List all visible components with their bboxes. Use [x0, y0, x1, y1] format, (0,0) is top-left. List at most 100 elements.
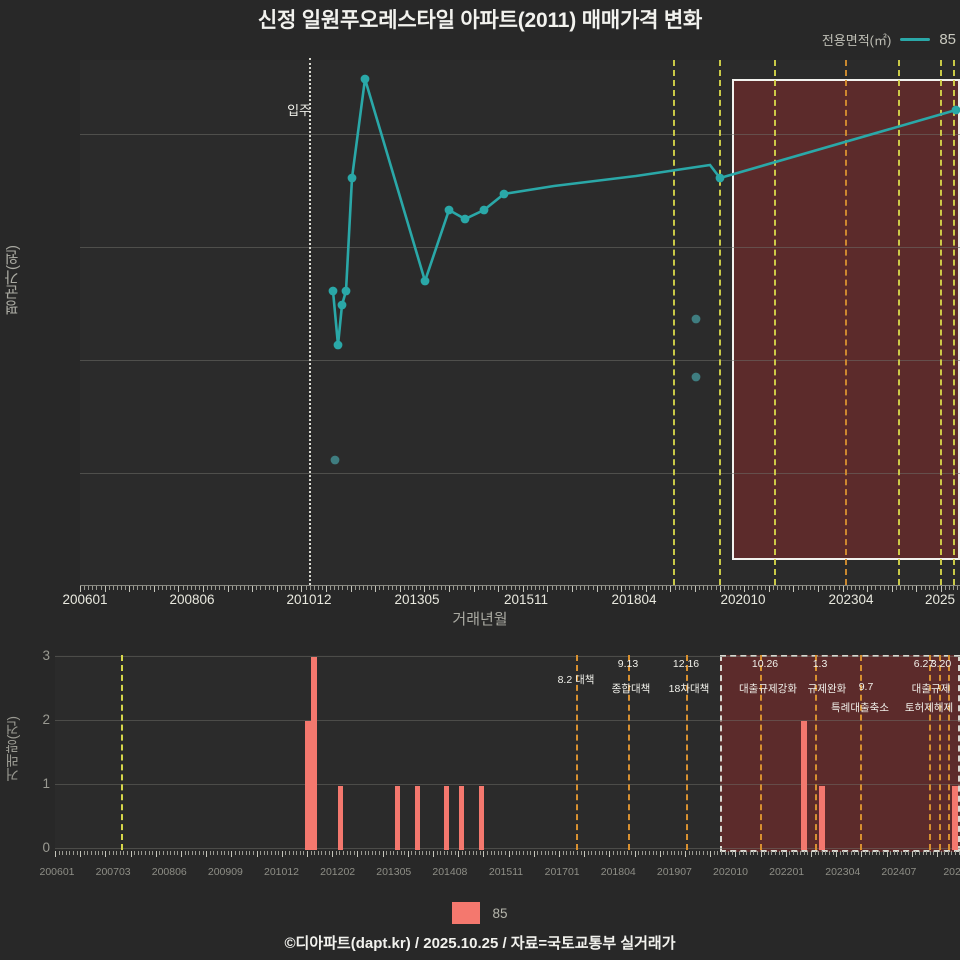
- policy-annotation: 규제완화: [808, 681, 847, 696]
- event-line: [860, 655, 862, 850]
- policy-annotation: 6.27: [914, 658, 934, 670]
- legend-top-value: 85: [939, 31, 956, 48]
- policy-annotation: 12.16: [673, 658, 699, 670]
- gridline: [80, 134, 960, 135]
- x-tick-label-volume: 202201: [769, 866, 805, 878]
- x-tick-label-volume: 201202: [320, 866, 356, 878]
- y-axis-label-main: 평균가(원): [4, 245, 21, 315]
- annotation-line2: 대출규제: [911, 683, 951, 695]
- bar: [415, 786, 420, 850]
- footer-credit: ©디아파트(dapt.kr) / 2025.10.25 / 자료=국토교통부 실…: [284, 935, 676, 952]
- x-tick-label-volume: 202304: [825, 866, 861, 878]
- x-tick-label-volume: 200909: [207, 866, 243, 878]
- annotation-line2: 대출규제강화: [739, 683, 797, 695]
- x-tick-label-volume: 200806: [151, 866, 187, 878]
- policy-annotation: 9.13: [618, 658, 638, 670]
- gridline: [80, 360, 960, 361]
- annotation-line2: 18차대책: [668, 683, 710, 695]
- event-line: [948, 655, 950, 850]
- event-line: [929, 655, 931, 850]
- gridline: [80, 473, 960, 474]
- event-line: [673, 60, 675, 585]
- event-line: [898, 60, 900, 585]
- x-tick-label-volume: 201012: [263, 866, 300, 878]
- bar: [459, 786, 464, 850]
- bar: [338, 786, 343, 850]
- x-tick-label: 200601: [62, 592, 108, 607]
- annotation-line1: 10.26: [751, 658, 779, 670]
- event-line: [845, 60, 847, 585]
- event-line: [686, 655, 688, 850]
- policy-annotation: 토허제해제: [905, 700, 953, 715]
- volume-axis-minor-ticks: [55, 851, 960, 857]
- gridline: [55, 848, 960, 849]
- annotation-line1: 1.3: [812, 658, 828, 670]
- legend-bottom-value: 85: [492, 905, 508, 921]
- x-tick-label-volume: 201701: [544, 866, 580, 878]
- event-line: [774, 60, 776, 585]
- bar: [444, 786, 449, 850]
- bar: [479, 786, 484, 850]
- price-series-85: [328, 74, 960, 465]
- y-tick-label-volume: 0: [42, 840, 50, 855]
- annotation-line2: 토허제해제: [904, 702, 954, 714]
- bar: [952, 786, 958, 850]
- annotation-line2: 종합대책: [611, 683, 651, 695]
- x-tick-label-volume: 200703: [95, 866, 131, 878]
- event-line: [719, 60, 721, 585]
- annotation-line1: 6.27: [913, 658, 935, 670]
- gridline: [55, 784, 960, 785]
- bar: [801, 721, 807, 850]
- event-line: [953, 60, 955, 585]
- x-tick-label: 201804: [611, 592, 657, 607]
- y-axis-label-volume: 거래량(건): [4, 716, 20, 782]
- x-tick-label-volume: 201907: [656, 866, 692, 878]
- x-tick-label-volume: 201408: [432, 866, 468, 878]
- x-axis-label-main: 거래년월: [452, 611, 508, 628]
- annotation-line1: 9.13: [617, 658, 639, 670]
- event-line: [760, 655, 762, 850]
- policy-annotation: 8.2 대책: [558, 672, 595, 687]
- page-title: 신정 일원푸오레스타일 아파트(2011) 매매가격 변화: [257, 9, 703, 32]
- policy-annotation: 1.3: [813, 658, 828, 670]
- x-tick-label: 200806: [169, 592, 215, 607]
- policy-annotation: 대출규제강화: [739, 681, 797, 696]
- x-tick-label: 201012: [286, 592, 332, 607]
- x-tick-label: 201511: [503, 592, 549, 607]
- y-tick-label-volume: 2: [42, 712, 50, 727]
- main-axis-line: [80, 585, 960, 586]
- x-tick-label-volume: 200601: [39, 866, 75, 878]
- event-line: [815, 655, 817, 850]
- gridline: [55, 720, 960, 721]
- event-line: [940, 60, 942, 585]
- bar: [819, 786, 825, 850]
- event-line: [939, 655, 941, 850]
- x-tick-label-volume: 202407: [881, 866, 917, 878]
- legend-bar-swatch: [452, 902, 481, 924]
- policy-annotation: 종합대책: [612, 681, 651, 696]
- x-tick-label: 202010: [720, 592, 766, 607]
- x-tick-label-volume: 201511: [488, 866, 524, 878]
- policy-annotation: 3.20: [931, 658, 951, 670]
- annotation-line1: 9.7: [858, 681, 874, 693]
- policy-annotation: 9.7: [859, 681, 874, 693]
- event-line: [121, 655, 123, 850]
- x-tick-label: 2025: [924, 592, 956, 607]
- volume-bar-chart: [55, 655, 960, 852]
- x-tick-label-volume: 202010: [712, 866, 749, 878]
- gridline: [55, 656, 960, 657]
- annotation-line1: 3.20: [930, 658, 952, 670]
- y-tick-label-volume: 1: [42, 776, 50, 791]
- policy-annotation: 10.26: [752, 658, 778, 670]
- policy-annotation: 특례대출축소: [831, 700, 889, 715]
- annotation-line2: 특례대출축소: [831, 702, 889, 714]
- legend-line-swatch: [900, 38, 931, 41]
- bar: [395, 786, 400, 850]
- annotation-line1: 12.16: [672, 658, 700, 670]
- policy-annotation: 18차대책: [669, 681, 710, 696]
- policy-annotation: 대출규제: [912, 681, 951, 696]
- legend-bottom: 85: [0, 902, 960, 924]
- move-in-label: 입주: [287, 103, 311, 118]
- x-tick-label: 202304: [828, 592, 874, 607]
